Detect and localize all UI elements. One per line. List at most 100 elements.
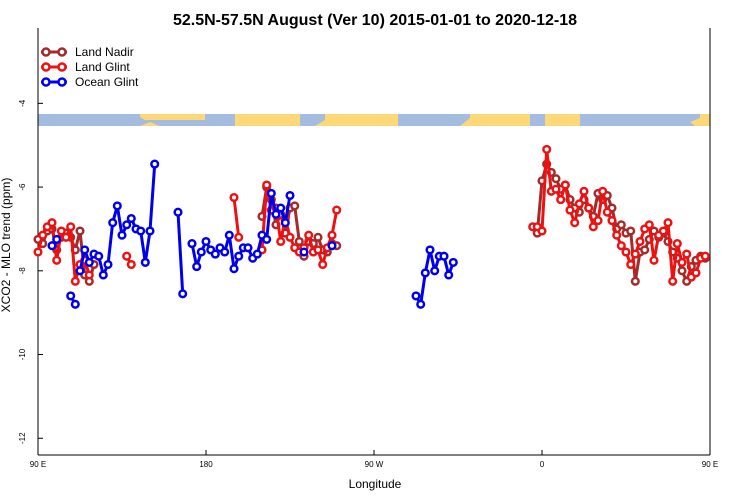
data-point [210,249,220,259]
legend: Land Nadir Land Glint Ocean Glint [41,45,139,89]
data-point [551,184,561,194]
legend-item-land-nadir: Land Nadir [41,45,134,59]
data-point [332,205,342,215]
data-point [574,199,584,209]
data-point [178,289,188,299]
data-point [56,226,66,236]
data-point [630,249,640,259]
data-point [285,190,295,201]
data-point [593,216,603,226]
data-point [700,251,710,261]
data-point [80,245,90,255]
data-point [649,255,659,265]
data-point [607,216,617,226]
data-point [192,262,202,272]
data-point [61,232,71,242]
series-layer [33,144,710,309]
data-point [551,174,561,184]
data-point [672,239,682,249]
data-point [47,241,57,251]
chart-title: 52.5N-57.5N August (Ver 10) 2015-01-01 t… [173,12,577,29]
data-point [304,230,314,240]
data-point [677,257,687,267]
data-point [327,241,337,251]
data-point [598,186,608,196]
data-point [276,236,286,247]
legend-label: Land Glint [75,60,130,74]
data-point [290,201,300,211]
data-point [280,218,290,228]
data-point [439,251,449,261]
data-point [626,259,636,270]
data-point [108,218,118,228]
data-point [668,276,678,286]
data-point [411,291,421,301]
data-point [677,266,687,276]
data-point [276,203,286,213]
data-point [140,257,150,267]
data-point [542,144,552,154]
series-land-nadir [33,159,710,286]
data-point [66,222,76,232]
series-ocean-glint [47,159,458,309]
x-tick-label: 0 [540,460,545,469]
data-point [66,291,76,301]
data-point [444,270,454,280]
x-axis-label: Longitude [349,477,402,491]
series-line [176,212,185,294]
legend-swatch-marker [57,77,67,87]
data-point [565,205,575,215]
data-point [420,268,430,278]
data-point [416,299,426,309]
data-point [33,247,43,257]
legend-item-land-glint: Land Glint [41,60,130,74]
data-point [630,276,640,286]
data-point [616,241,626,251]
data-point [112,201,122,211]
data-point [201,236,211,247]
legend-swatch-marker [41,77,51,87]
y-tick-label: -10 [18,348,27,360]
data-point [52,255,62,265]
legend-swatch-marker [57,62,67,72]
data-point [570,218,580,228]
data-point [560,180,570,190]
legend-swatch-marker [57,47,67,57]
data-point [327,230,337,240]
data-point [644,220,654,230]
land-mask-ocean [38,114,700,126]
data-point [70,276,80,286]
y-tick-label: -8 [18,267,27,275]
data-point [126,213,136,224]
plot-area [37,28,711,456]
data-point [262,180,272,190]
data-point [266,188,276,198]
data-point [38,230,48,240]
series-line [190,191,292,271]
data-point [556,195,566,205]
x-tick-label: 180 [199,460,213,469]
data-point [103,259,113,270]
data-point [313,232,323,242]
legend-item-ocean-glint: Ocean Glint [41,75,139,89]
data-point [313,245,323,255]
data-point [243,243,253,253]
data-point [616,220,626,230]
legend-swatch-marker [41,62,51,72]
y-tick-label: -6 [18,183,27,191]
data-point [224,230,234,240]
data-point [579,186,589,196]
data-point [229,192,239,203]
data-point [84,257,94,267]
data-point [691,268,701,278]
legend-swatch-marker [41,47,51,57]
series-line [232,197,241,238]
data-point [252,249,262,259]
data-point [187,239,197,249]
data-point [84,270,94,280]
tick-group: 90 E 180 90 W 0 90 E -4 -6 -8 -10 -12 [18,99,718,469]
data-point [52,234,62,244]
data-point [117,230,127,240]
data-point [220,247,230,257]
data-point [602,207,612,217]
